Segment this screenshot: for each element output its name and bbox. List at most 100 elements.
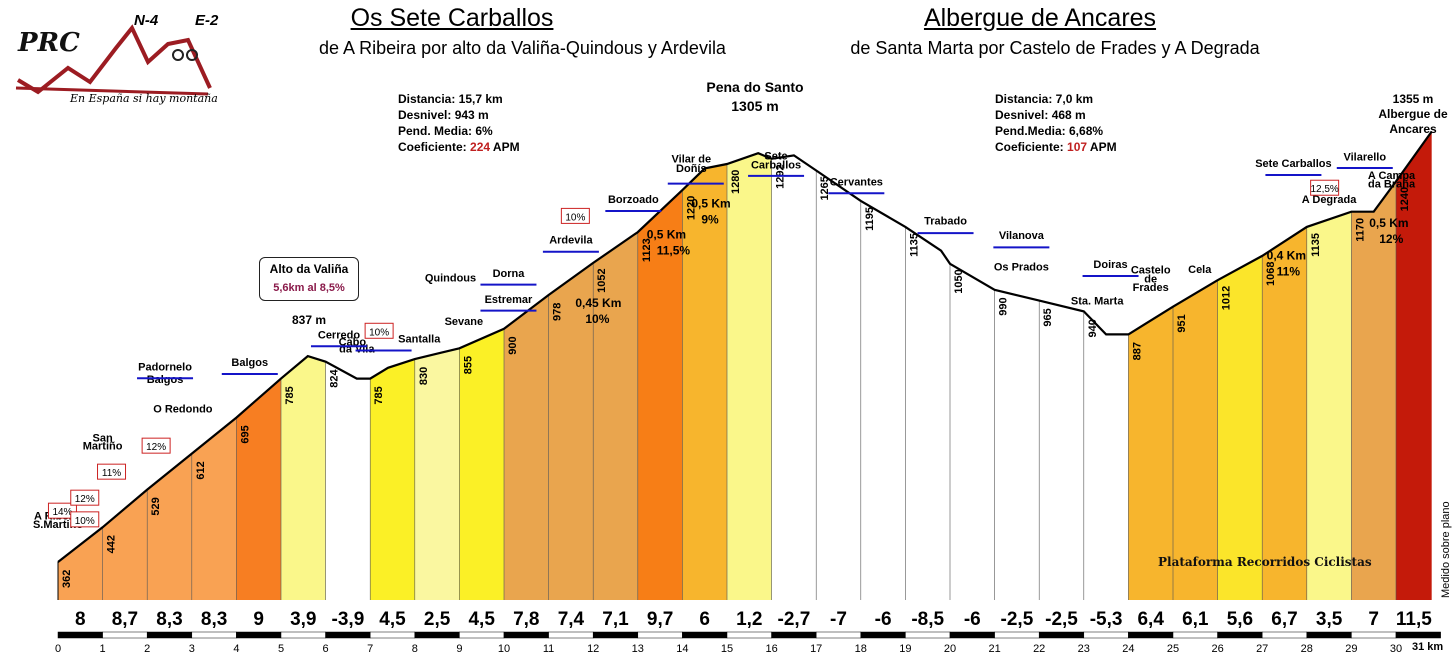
summit-altitude: 1305 m [731,98,779,114]
place-label: Doiras [1093,259,1127,271]
finish-name2: Ancares [1389,122,1437,136]
place-label: Sete Carballos [1255,158,1331,170]
segment-23 [1083,311,1129,600]
axis-bar-cell [503,631,549,639]
segment-12 [593,232,638,600]
ramp-length: 0,5 Km [647,228,686,242]
x-tick-label: 17 [810,643,822,655]
x-tick-label: 10 [498,643,510,655]
segment-altitude: 442 [106,535,118,553]
x-tick-label: 22 [1033,643,1045,655]
grade-value: 7 [1368,609,1379,630]
place-label: San [93,432,113,444]
left-coefficient: Coeficiente: 224 APM [398,140,520,154]
place-label: Vilar de [672,154,712,166]
place-label: Frades [1133,282,1169,294]
segment-altitude: 1052 [596,268,608,292]
grade-value: 7,1 [602,609,629,630]
grade-value: 3,5 [1316,609,1343,630]
finish-label: 1355 m Albergue de Ancares [1370,92,1456,137]
summit-label: Pena do Santo 1305 m [680,78,830,116]
axis-bar-cell [815,631,862,639]
x-tick-label: 11 [543,643,554,655]
grade-flag-label: 10% [369,327,389,338]
grade-value: -6 [964,609,981,630]
axis-bar-cell [1128,631,1174,639]
place-label: Cela [1188,264,1212,276]
x-tick-label: 1 [100,643,106,655]
axis-bar-cell [280,631,326,639]
segment-altitude: 990 [998,297,1010,315]
right-coefficient: Coeficiente: 107 APM [995,140,1117,154]
axis-bar-cell [102,631,148,639]
left-title: Os Sete Carballos [350,4,554,32]
place-label: A Campa [1368,170,1416,182]
grade-value: -2,5 [1001,609,1034,630]
segment-28 [1306,211,1352,600]
pass-callout: Alto da Valiña 5,6km al 8,5% [259,257,359,301]
left-subtitle: de A Ribeira por alto da Valiña-Quindous… [319,38,726,58]
x-tick-label: 16 [765,643,777,655]
ramp-grade: 11,5% [657,244,691,258]
axis-bar-cell [1083,631,1129,639]
x-tick-label: 2 [144,643,150,655]
ramp-grade: 12% [1379,232,1403,246]
axis-bar-cell [414,631,460,639]
axis-bar-cell [236,631,282,639]
segment-7 [370,359,415,600]
place-label: Padornelo [138,361,192,373]
segment-26 [1217,255,1263,600]
x-tick-label: 21 [988,643,1000,655]
segment-20 [950,263,995,600]
place-label: A Degrada [1302,194,1357,206]
grade-flag-label: 12% [75,494,95,505]
x-tick-label: 29 [1345,643,1357,655]
grade-flag-label: 14% [52,507,72,518]
segment-altitude: 1240 [1399,187,1411,211]
segment-25 [1173,280,1218,600]
x-tick-label: 23 [1078,643,1090,655]
segment-16 [771,155,817,600]
x-tick-label: 20 [944,643,956,655]
segment-altitude: 1135 [1310,233,1322,257]
place-label: de [1144,273,1157,285]
right-avg-grade: Pend.Media: 6,68% [995,124,1104,138]
grade-value: 9,7 [647,609,673,630]
segment-9 [459,328,504,600]
segment-10 [504,295,549,600]
summit-name: Pena do Santo [706,79,804,95]
axis-bar-cell [1261,631,1308,639]
segment-27 [1262,226,1307,600]
place-label: Dorna [493,268,526,280]
right-elevation: Desnivel: 468 m [995,108,1086,122]
credit-text: Plataforma Recorridos Ciclistas [1158,555,1372,569]
grade-value: 6 [699,609,710,630]
segment-altitude: 965 [1042,308,1054,326]
segment-altitude: 1265 [819,176,831,200]
segment-0 [58,527,103,600]
segment-24 [1128,306,1173,600]
axis-bar-cell [1038,631,1085,639]
grade-value: 8,3 [156,609,182,630]
x-tick-label: 13 [632,643,644,655]
segment-altitude: 1068 [1265,261,1277,285]
pass-detail: 5,6km al 8,5% [273,282,345,294]
segment-15 [727,153,772,600]
place-label: Os Prados [994,262,1049,274]
axis-bar-cell [548,631,594,639]
right-distance: Distancia: 7,0 km [995,92,1094,106]
grade-flag-box [70,489,100,506]
x-tick-label: 25 [1167,643,1179,655]
axis-bar-cell [994,631,1040,639]
grade-value: 6,4 [1137,609,1164,630]
segment-4 [236,378,281,600]
segment-altitude: 529 [150,497,162,515]
place-label: da Braña [1368,178,1416,190]
grade-value: 6,7 [1271,609,1297,630]
segment-altitude: 1050 [953,269,965,293]
axis-bar-cell [1217,631,1263,639]
segment-altitude: 1280 [730,170,742,194]
axis-bar-cell [905,631,951,639]
grade-value: 5,6 [1227,609,1253,630]
x-tick-label: 18 [855,643,867,655]
